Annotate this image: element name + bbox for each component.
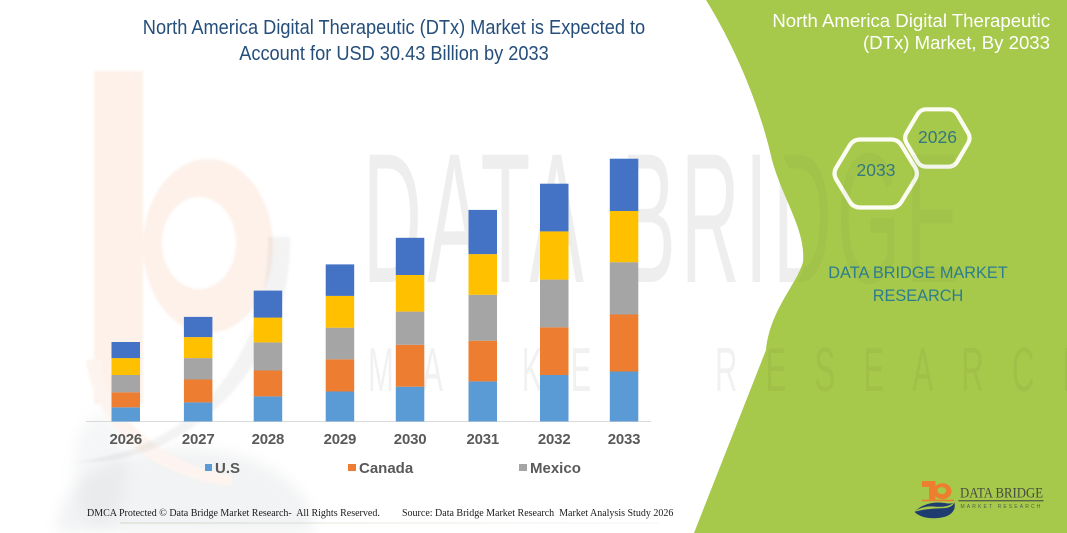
svg-text:DATA BRIDGE: DATA BRIDGE [960,486,1043,502]
svg-text:MARKET RESEARCH: MARKET RESEARCH [961,504,1043,510]
